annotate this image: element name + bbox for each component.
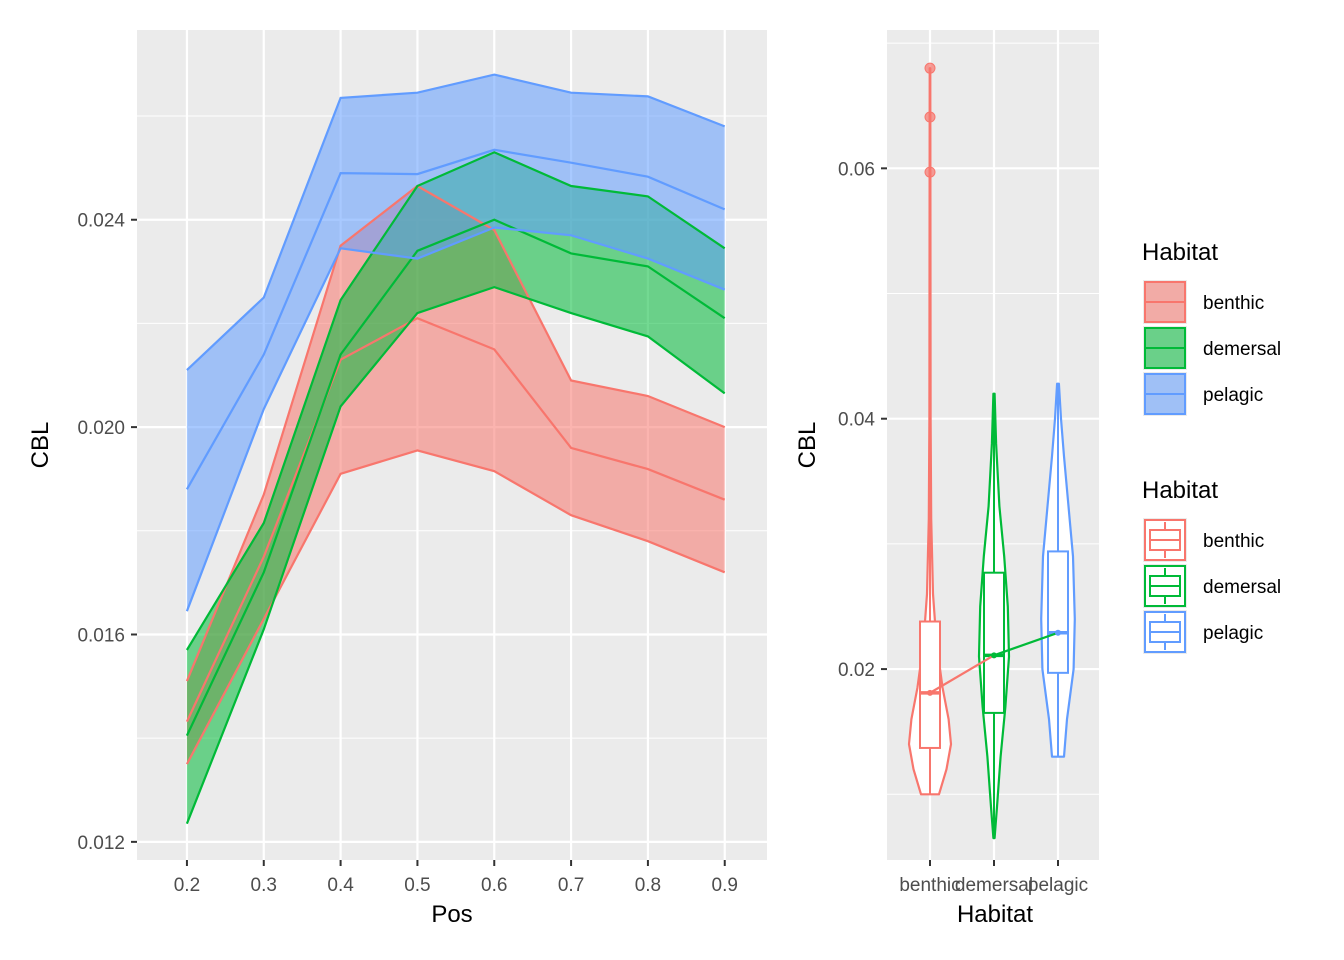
ribbon-y-axis-title: CBL <box>27 422 54 469</box>
legend-ribbon-title: Habitat <box>1142 239 1218 266</box>
ribbon-y-tick-label: 0.016 <box>77 625 125 646</box>
median-point-demersal <box>991 652 997 659</box>
ribbon-x-tick-label: 0.6 <box>481 875 507 896</box>
legend-box-title: Habitat <box>1142 477 1218 504</box>
ribbon-band-pelagic <box>186 74 725 612</box>
box-benthic <box>919 620 941 749</box>
violin-y-tick-label: 0.06 <box>838 159 875 180</box>
violin-x-axis-title: Habitat <box>957 901 1033 928</box>
median-line-demersal <box>993 631 1059 657</box>
ribbon-y-tick-label: 0.012 <box>77 833 125 854</box>
legend-box: Habitat benthic demersal pelagic <box>1142 477 1281 654</box>
violin-y-axis-title: CBL <box>794 422 821 469</box>
ribbon-x-tick-label: 0.9 <box>712 875 738 896</box>
ribbon-band-benthic <box>186 186 725 765</box>
ribbon-line-demersal-mean <box>185 218 726 737</box>
legend-ribbon: Habitat benthic demersal pelagic <box>1142 239 1281 416</box>
ribbon-x-axis-title: Pos <box>431 901 472 928</box>
ribbon-y-tick-label: 0.024 <box>77 211 125 232</box>
ribbon-axes: 0.012 0.016 0.020 0.024 0.2 0.3 0.4 0.5 0.6 0.7 0.… <box>77 211 738 896</box>
violin-y-tick-label: 0.04 <box>838 410 875 431</box>
ribbon-x-tick-label: 0.8 <box>635 875 661 896</box>
ribbon-y-tick-label: 0.020 <box>77 418 125 439</box>
ribbon-line-benthic-mean <box>185 316 726 723</box>
box-pelagic <box>1047 550 1069 674</box>
violin-x-tick-label: demersal <box>955 875 1033 896</box>
outlier-benthic <box>924 111 936 123</box>
ribbon-x-tick-label: 0.2 <box>174 875 200 896</box>
outlier-benthic <box>924 62 936 74</box>
legend-ribbon-keys: benthic demersal pelagic <box>1143 280 1281 416</box>
violin-layer <box>907 62 1076 840</box>
ribbon-line-demersal-lower <box>185 285 726 825</box>
box-demersal <box>983 571 1005 714</box>
legend-box-label-benthic: benthic <box>1203 531 1264 552</box>
legend-box-keys: benthic demersal pelagic <box>1143 518 1281 654</box>
median-line-benthic <box>929 654 995 694</box>
ribbon-line-pelagic-upper <box>186 73 726 371</box>
median-point-pelagic <box>1055 629 1061 636</box>
ribbon-line-pelagic-mean <box>185 148 726 490</box>
ribbon-x-tick-label: 0.3 <box>251 875 277 896</box>
legend-ribbon-label-pelagic: pelagic <box>1203 385 1263 406</box>
ribbon-line-demersal-upper <box>185 151 726 651</box>
legend-ribbon-label-demersal: demersal <box>1203 339 1281 360</box>
median-point-benthic <box>927 689 933 696</box>
violin-x-tick-label: benthic <box>899 875 960 896</box>
ribbon-x-tick-label: 0.4 <box>327 875 354 896</box>
legend-ribbon-label-benthic: benthic <box>1203 293 1264 314</box>
ribbon-x-tick-label: 0.7 <box>558 875 584 896</box>
ribbon-layer <box>185 73 726 825</box>
legend-box-label-pelagic: pelagic <box>1203 623 1263 644</box>
legend-box-label-demersal: demersal <box>1203 577 1281 598</box>
ribbon-x-tick-label: 0.5 <box>404 875 430 896</box>
ribbon-line-pelagic-lower <box>185 226 726 612</box>
ribbon-panel: 0.012 0.016 0.020 0.024 0.2 0.3 0.4 0.5 0.6 0.7 0.… <box>27 30 767 928</box>
outlier-benthic <box>924 166 936 178</box>
violin-y-tick-label: 0.02 <box>838 660 875 681</box>
violin-x-tick-label: pelagic <box>1028 875 1088 896</box>
ribbon-line-benthic-upper <box>185 184 726 682</box>
